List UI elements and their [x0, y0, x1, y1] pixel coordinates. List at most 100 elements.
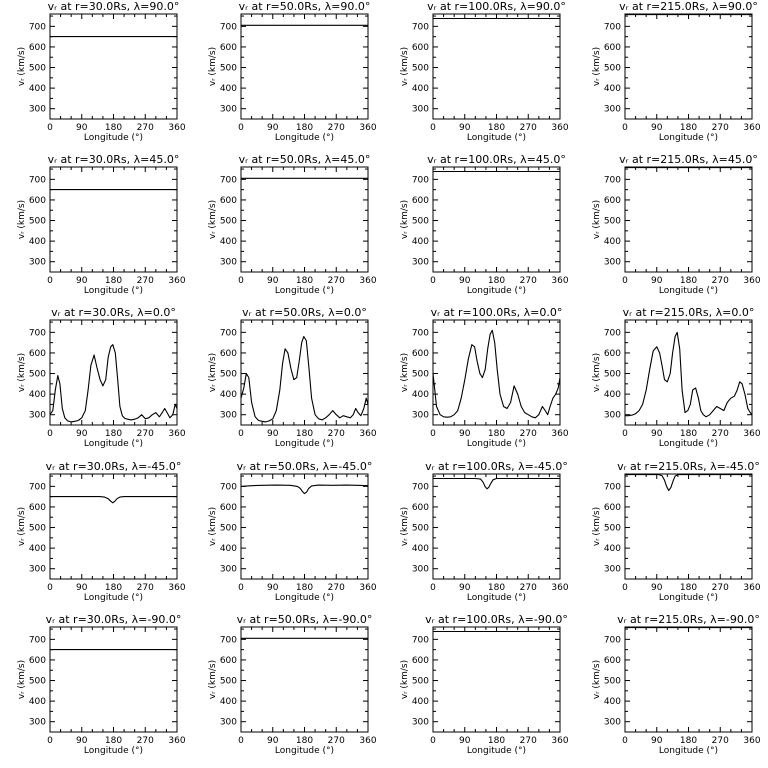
y-tick-label: 400: [412, 237, 429, 247]
y-axis-label: vᵣ (km/s): [208, 507, 218, 546]
y-tick-label: 300: [604, 258, 621, 268]
y-axis-label: vᵣ (km/s): [592, 660, 602, 699]
chart-panel: vᵣ at r=100.0Rs, λ=0.0° 0 90 180 270 360 300 40…: [400, 306, 569, 449]
x-tick-label: 180: [488, 736, 505, 746]
x-tick-label: 90: [651, 123, 663, 133]
plot-frame: [432, 626, 561, 733]
x-tick-label: 180: [680, 123, 697, 133]
y-tick-label: 700: [412, 635, 429, 645]
y-tick-label: 600: [220, 43, 237, 53]
y-tick-label: 700: [220, 175, 237, 185]
x-tick-label: 90: [651, 583, 663, 593]
y-tick-label: 600: [220, 503, 237, 513]
chart-panel: vᵣ at r=30.0Rs, λ=45.0° 0 90 180 270 360 300 40…: [17, 153, 186, 296]
x-axis-label: Longitude (°): [275, 746, 334, 756]
y-tick-label: 300: [604, 411, 621, 421]
y-tick-label: 400: [604, 237, 621, 247]
x-tick-label: 0: [622, 736, 628, 746]
panel-title: vᵣ at r=100.0Rs, λ=45.0°: [427, 153, 566, 166]
y-tick-label: 500: [412, 64, 429, 74]
plot-frame: [49, 319, 178, 426]
x-tick-label: 0: [47, 583, 53, 593]
x-tick-label: 270: [328, 583, 345, 593]
x-tick-label: 180: [105, 276, 122, 286]
y-tick-label: 400: [29, 390, 46, 400]
y-axis-label: vᵣ (km/s): [592, 507, 602, 546]
y-tick-label: 600: [220, 349, 237, 359]
y-tick-label: 400: [412, 390, 429, 400]
y-tick-label: 700: [29, 482, 46, 492]
y-tick-label: 300: [220, 105, 237, 115]
panel-title: vᵣ at r=50.0Rs, λ=0.0°: [242, 306, 367, 319]
x-tick-label: 360: [551, 123, 568, 133]
x-tick-label: 360: [743, 429, 760, 439]
x-tick-label: 90: [76, 123, 88, 133]
y-tick-label: 700: [29, 635, 46, 645]
y-axis-label: vᵣ (km/s): [400, 353, 410, 392]
x-tick-label: 0: [430, 583, 436, 593]
plot-frame: [624, 626, 753, 733]
y-tick-label: 600: [29, 43, 46, 53]
chart-panel: vᵣ at r=100.0Rs, λ=-45.0° 0 90 180 270 360 300…: [400, 460, 569, 603]
x-tick-label: 270: [328, 736, 345, 746]
panel-title: vᵣ at r=50.0Rs, λ=-45.0°: [237, 460, 373, 473]
x-tick-label: 90: [459, 583, 471, 593]
y-tick-label: 300: [220, 258, 237, 268]
x-axis-label: Longitude (°): [467, 593, 526, 603]
x-tick-label: 180: [680, 276, 697, 286]
panel-title: vᵣ at r=100.0Rs, λ=90.0°: [427, 0, 566, 13]
x-axis-label: Longitude (°): [84, 439, 143, 449]
y-tick-label: 300: [220, 718, 237, 728]
x-tick-label: 270: [328, 123, 345, 133]
y-tick-label: 500: [220, 677, 237, 687]
y-tick-label: 500: [412, 677, 429, 687]
x-tick-label: 270: [137, 123, 154, 133]
y-axis-label: vᵣ (km/s): [400, 660, 410, 699]
y-tick-label: 300: [220, 411, 237, 421]
y-tick-label: 700: [29, 22, 46, 32]
y-axis-label: vᵣ (km/s): [400, 47, 410, 86]
panel-title: vᵣ at r=215.0Rs, λ=90.0°: [619, 0, 758, 13]
y-tick-label: 500: [220, 370, 237, 380]
y-tick-label: 700: [604, 482, 621, 492]
x-tick-label: 90: [651, 736, 663, 746]
plot-frame: [240, 13, 369, 120]
x-tick-label: 270: [137, 736, 154, 746]
plot-frame: [240, 166, 369, 273]
series-line: [432, 329, 561, 419]
y-tick-label: 500: [29, 524, 46, 534]
panel-title: vᵣ at r=30.0Rs, λ=90.0°: [48, 0, 180, 13]
y-tick-label: 400: [604, 697, 621, 707]
y-tick-label: 400: [29, 697, 46, 707]
chart-panel: vᵣ at r=50.0Rs, λ=-45.0° 0 90 180 270 360 300 4…: [208, 460, 377, 603]
chart-panel: vᵣ at r=50.0Rs, λ=45.0° 0 90 180 270 360 300 40…: [208, 153, 377, 296]
chart-panel: vᵣ at r=50.0Rs, λ=0.0° 0 90 180 270 360 300 400…: [208, 306, 377, 449]
x-tick-label: 360: [743, 736, 760, 746]
y-axis-label: vᵣ (km/s): [592, 200, 602, 239]
y-tick-label: 700: [412, 22, 429, 32]
x-tick-label: 90: [76, 429, 88, 439]
x-axis-label: Longitude (°): [275, 133, 334, 143]
chart-panel: vᵣ at r=100.0Rs, λ=90.0° 0 90 180 270 360 300 4…: [400, 0, 569, 143]
y-tick-label: 700: [220, 22, 237, 32]
chart-panel: vᵣ at r=215.0Rs, λ=0.0° 0 90 180 270 360 300 40…: [592, 306, 761, 449]
panel-title: vᵣ at r=30.0Rs, λ=0.0°: [51, 306, 176, 319]
x-tick-label: 90: [651, 429, 663, 439]
y-tick-label: 400: [604, 84, 621, 94]
chart-panel: vᵣ at r=100.0Rs, λ=45.0° 0 90 180 270 360 300 4…: [400, 153, 569, 296]
panel-title: vᵣ at r=100.0Rs, λ=0.0°: [431, 306, 563, 319]
chart-panel: vᵣ at r=50.0Rs, λ=-90.0° 0 90 180 270 360 300 4…: [208, 613, 377, 756]
y-tick-label: 500: [604, 677, 621, 687]
plot-frame: [432, 473, 561, 580]
y-tick-label: 400: [412, 544, 429, 554]
y-tick-label: 300: [412, 411, 429, 421]
y-tick-label: 400: [29, 237, 46, 247]
y-tick-label: 500: [220, 217, 237, 227]
x-tick-label: 270: [137, 583, 154, 593]
x-axis-label: Longitude (°): [659, 439, 718, 449]
x-axis-label: Longitude (°): [84, 746, 143, 756]
y-tick-label: 300: [29, 258, 46, 268]
x-axis-label: Longitude (°): [659, 593, 718, 603]
x-tick-label: 270: [328, 276, 345, 286]
y-tick-label: 300: [604, 105, 621, 115]
